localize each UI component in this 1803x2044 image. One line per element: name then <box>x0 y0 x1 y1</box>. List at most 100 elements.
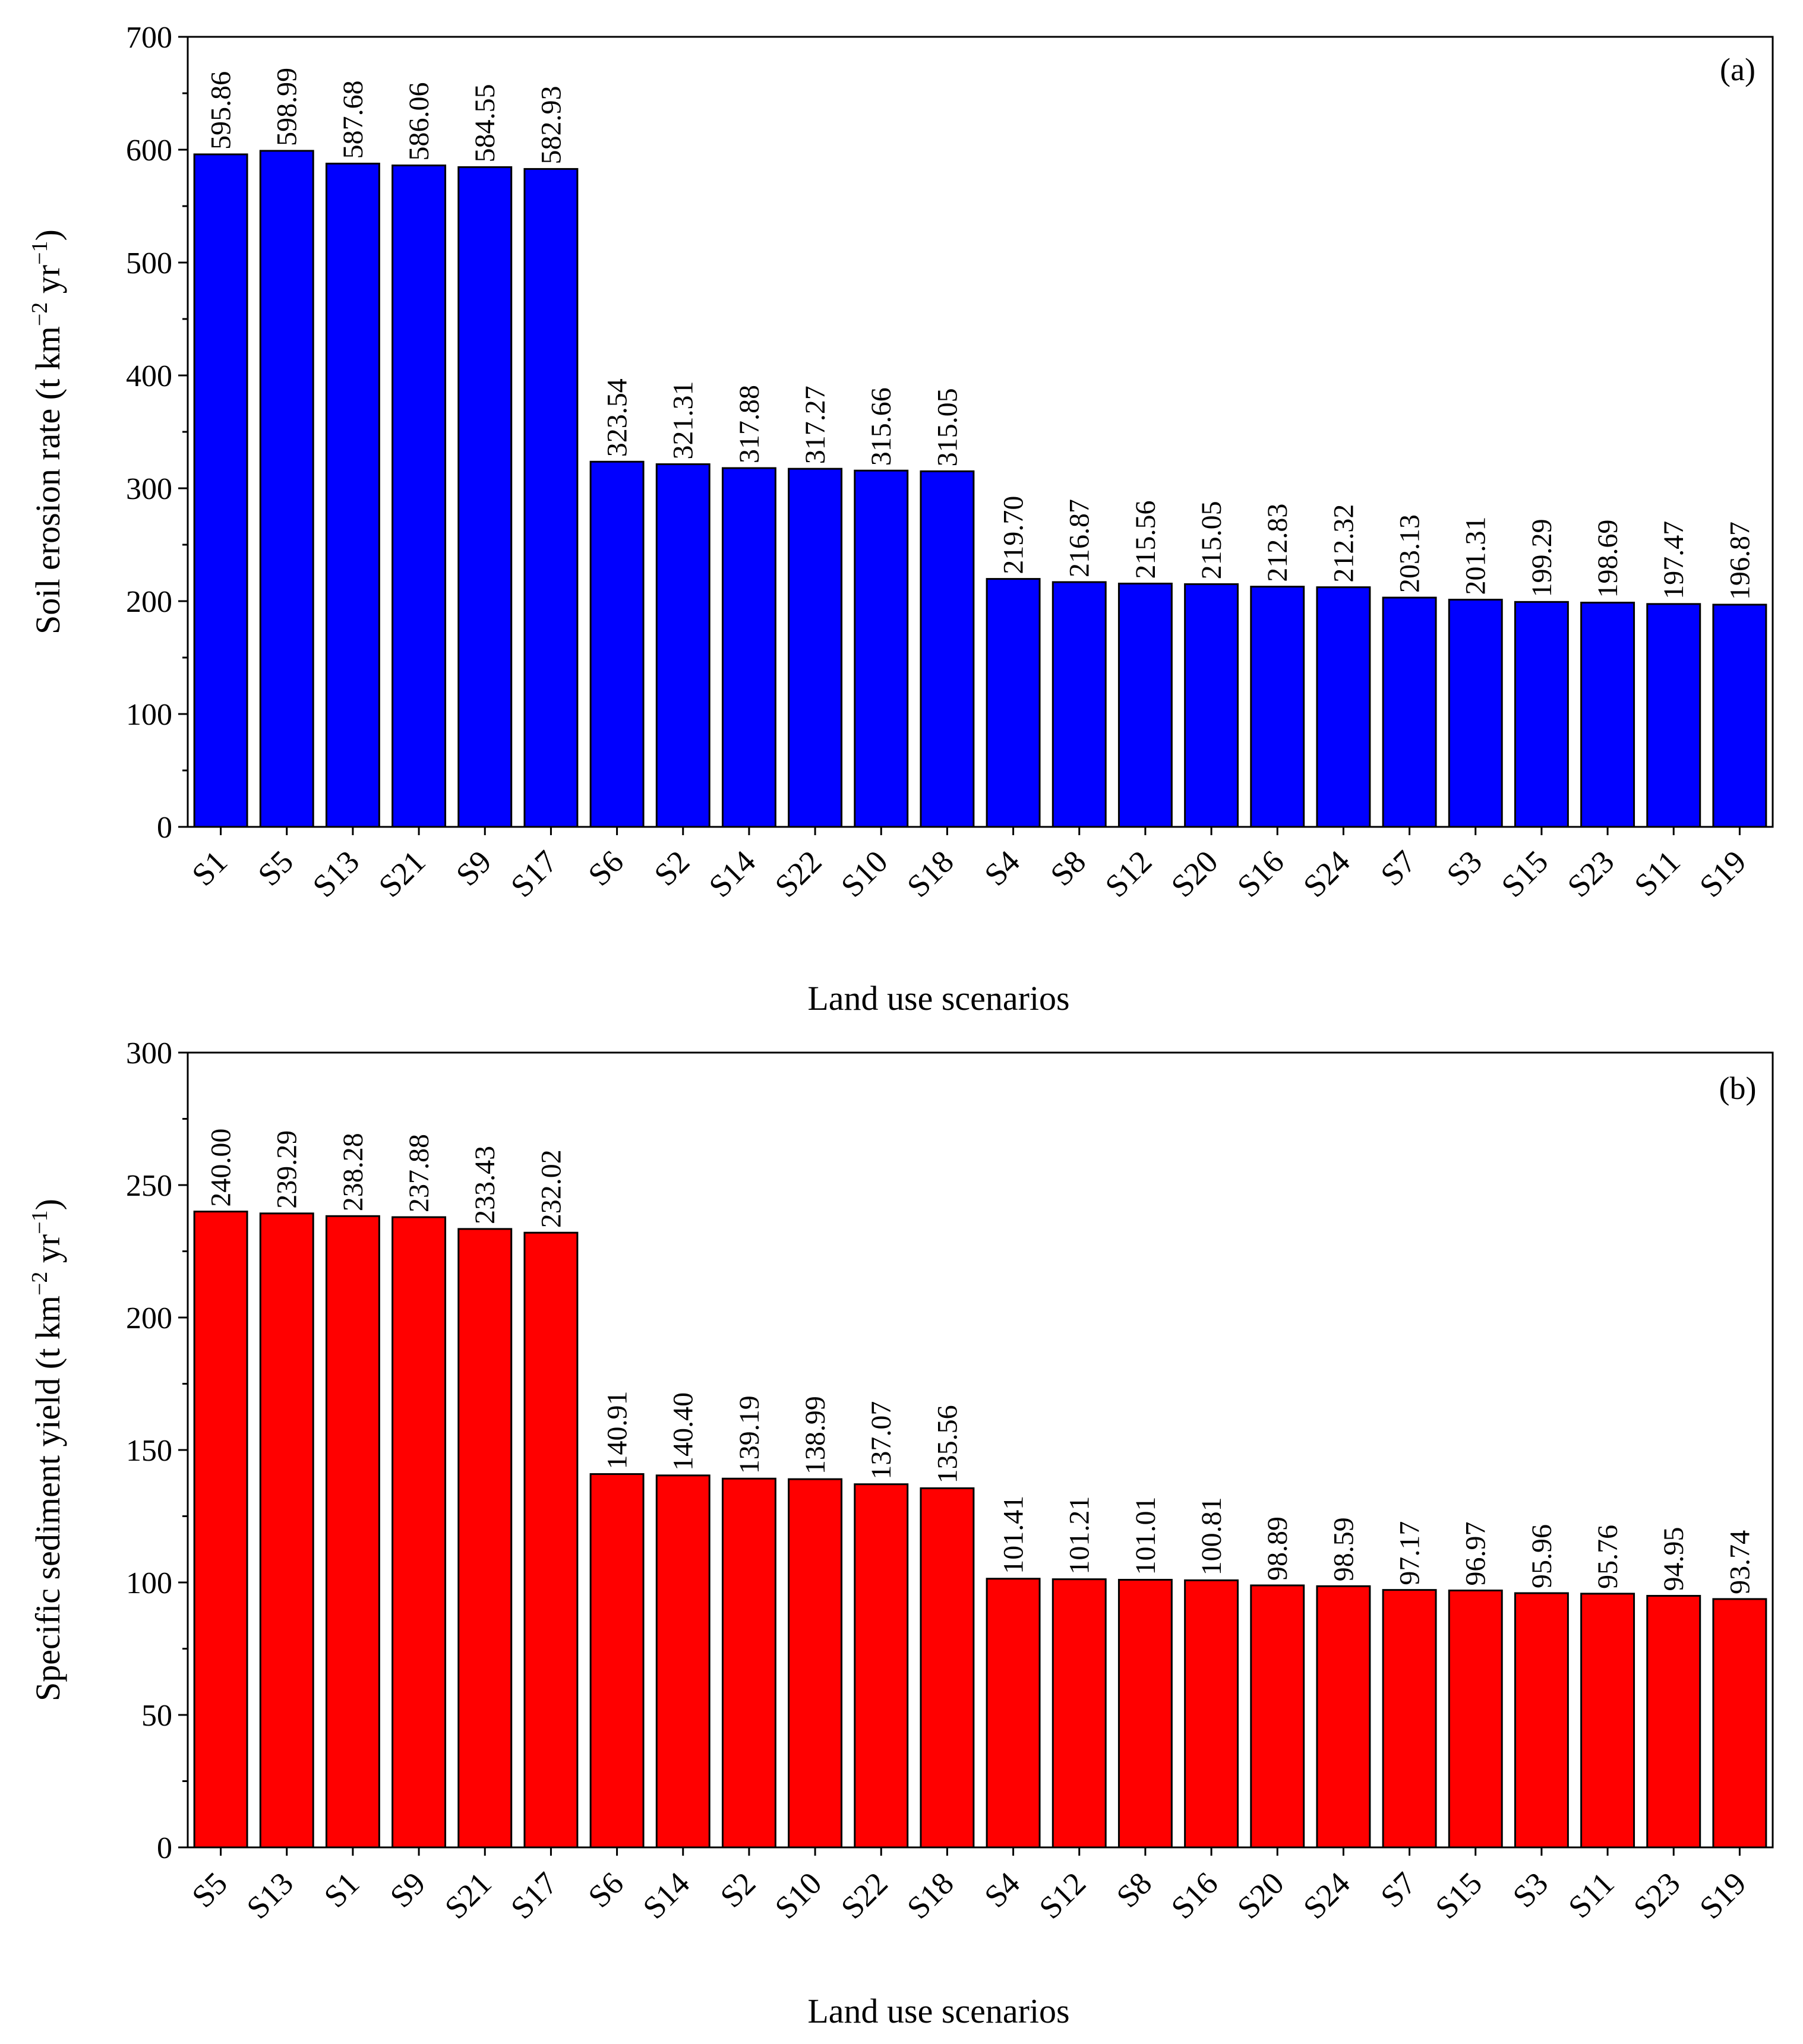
y-axis: 0 100 200 300 400 500 600 700 <box>126 21 188 845</box>
y-tick-label: 150 <box>126 1434 172 1468</box>
data-label: 140.91 <box>602 1391 633 1470</box>
bar <box>721 1477 776 1849</box>
y-axis-title-superscript: −1 <box>27 1210 52 1234</box>
x-tick-label: S5 <box>185 1865 234 1915</box>
bar <box>986 578 1041 828</box>
bar <box>1117 1578 1173 1849</box>
y-tick-label: 400 <box>126 359 172 393</box>
y-tick-label: 200 <box>126 1301 172 1335</box>
y-axis-title-end: ) <box>29 1199 67 1210</box>
x-tick-label: S9 <box>449 843 498 893</box>
x-tick-label: S10 <box>834 843 895 904</box>
x-tick-label: S7 <box>1373 1865 1423 1915</box>
x-tick-label: S15 <box>1495 843 1555 904</box>
x-tick-label: S6 <box>581 1865 630 1915</box>
data-label: 101.01 <box>1130 1496 1161 1575</box>
data-label: 232.02 <box>535 1149 567 1228</box>
bar <box>1514 601 1569 828</box>
y-tick-label: 100 <box>126 1566 172 1600</box>
bar <box>457 166 513 828</box>
x-tick-label: S4 <box>977 1865 1027 1915</box>
y-axis-title-mid: yr <box>29 265 67 302</box>
x-axis: S5 S13 S1 S9 S21 S17 S6 S14 S2 S10 S22 S18 S4 S12 S8 S1… <box>185 1847 1753 1926</box>
data-label: 197.47 <box>1658 521 1690 599</box>
x-tick-label: S13 <box>306 843 367 904</box>
bar <box>523 168 579 828</box>
bar <box>1316 586 1371 828</box>
x-tick-label: S11 <box>1627 843 1687 903</box>
bar <box>193 1211 248 1849</box>
x-tick-label: S2 <box>647 843 696 893</box>
bar <box>325 162 380 828</box>
bar <box>391 164 447 828</box>
data-label: 239.29 <box>271 1130 303 1209</box>
data-label: 138.99 <box>800 1396 831 1474</box>
bar <box>1646 603 1701 828</box>
y-tick-label: 50 <box>141 1699 172 1733</box>
x-tick-label: S1 <box>185 843 234 893</box>
x-tick-label: S17 <box>504 843 564 904</box>
x-tick-label: S6 <box>581 843 630 893</box>
y-axis-title-end: ) <box>29 229 67 241</box>
y-tick-label: 300 <box>126 472 172 506</box>
data-label: 198.69 <box>1592 519 1624 598</box>
bar <box>1250 586 1305 828</box>
panel-a-chart: 0 100 200 300 400 500 600 700 595.86 598.99 587.6… <box>27 21 1774 1018</box>
data-label: 98.89 <box>1262 1517 1293 1581</box>
x-tick-label: S1 <box>317 1865 367 1915</box>
bar <box>1117 582 1173 828</box>
data-label: 203.13 <box>1394 514 1426 593</box>
data-label: 582.93 <box>535 86 567 164</box>
bar <box>1514 1592 1569 1849</box>
x-tick-label: S8 <box>1110 1865 1159 1915</box>
x-tick-label: S13 <box>239 1865 300 1926</box>
x-tick-label: S4 <box>977 843 1027 893</box>
data-label: 215.56 <box>1130 500 1161 579</box>
bar <box>457 1228 513 1849</box>
data-label: 238.28 <box>337 1133 369 1211</box>
bar <box>854 1483 909 1849</box>
y-axis-title-superscript: −2 <box>27 1272 52 1296</box>
x-tick-label: S17 <box>504 1865 564 1926</box>
y-tick-label: 500 <box>126 247 172 280</box>
x-tick-label: S16 <box>1230 843 1291 904</box>
data-label: 196.87 <box>1724 522 1755 600</box>
plot-area-frame <box>187 1051 1774 1849</box>
bar <box>788 467 843 828</box>
bar <box>1580 1593 1635 1849</box>
x-tick-label: S14 <box>636 1865 696 1926</box>
x-tick-label: S8 <box>1043 843 1092 893</box>
data-label: 137.07 <box>866 1401 897 1480</box>
y-tick-label: 100 <box>126 698 172 732</box>
x-tick-label: S19 <box>1693 1865 1753 1926</box>
data-label: 584.55 <box>469 84 501 162</box>
bar <box>391 1216 447 1849</box>
x-tick-label: S7 <box>1373 843 1423 893</box>
y-axis-title-superscript: −1 <box>27 241 52 264</box>
bar <box>1052 1578 1107 1849</box>
x-tick-label: S24 <box>1296 843 1357 904</box>
data-label: 199.29 <box>1526 519 1558 597</box>
bar <box>655 463 711 828</box>
data-label: 101.41 <box>998 1496 1030 1574</box>
y-tick-label: 250 <box>126 1169 172 1203</box>
bar <box>1250 1584 1305 1849</box>
bar <box>1712 1598 1767 1849</box>
x-tick-label: S22 <box>834 1865 895 1926</box>
data-labels: 595.86 598.99 587.68 586.06 584.55 582.93 323.… <box>206 68 1756 600</box>
y-axis-title-main: Specific sediment yield (t km <box>29 1296 67 1701</box>
bar <box>1448 1590 1503 1849</box>
y-axis-title-superscript: −2 <box>27 302 52 326</box>
data-label: 237.88 <box>403 1134 435 1212</box>
x-tick-label: S2 <box>713 1865 763 1915</box>
bar <box>325 1215 380 1849</box>
x-tick-label: S23 <box>1627 1865 1687 1926</box>
x-tick-label: S18 <box>900 1865 961 1926</box>
data-label: 595.86 <box>206 71 237 150</box>
x-tick-label: S12 <box>1032 1865 1092 1926</box>
data-label: 216.87 <box>1064 499 1095 577</box>
y-tick-label: 700 <box>126 21 172 55</box>
x-tick-label: S12 <box>1098 843 1159 904</box>
panel-label: (b) <box>1719 1070 1757 1106</box>
x-tick-label: S3 <box>1439 843 1489 893</box>
